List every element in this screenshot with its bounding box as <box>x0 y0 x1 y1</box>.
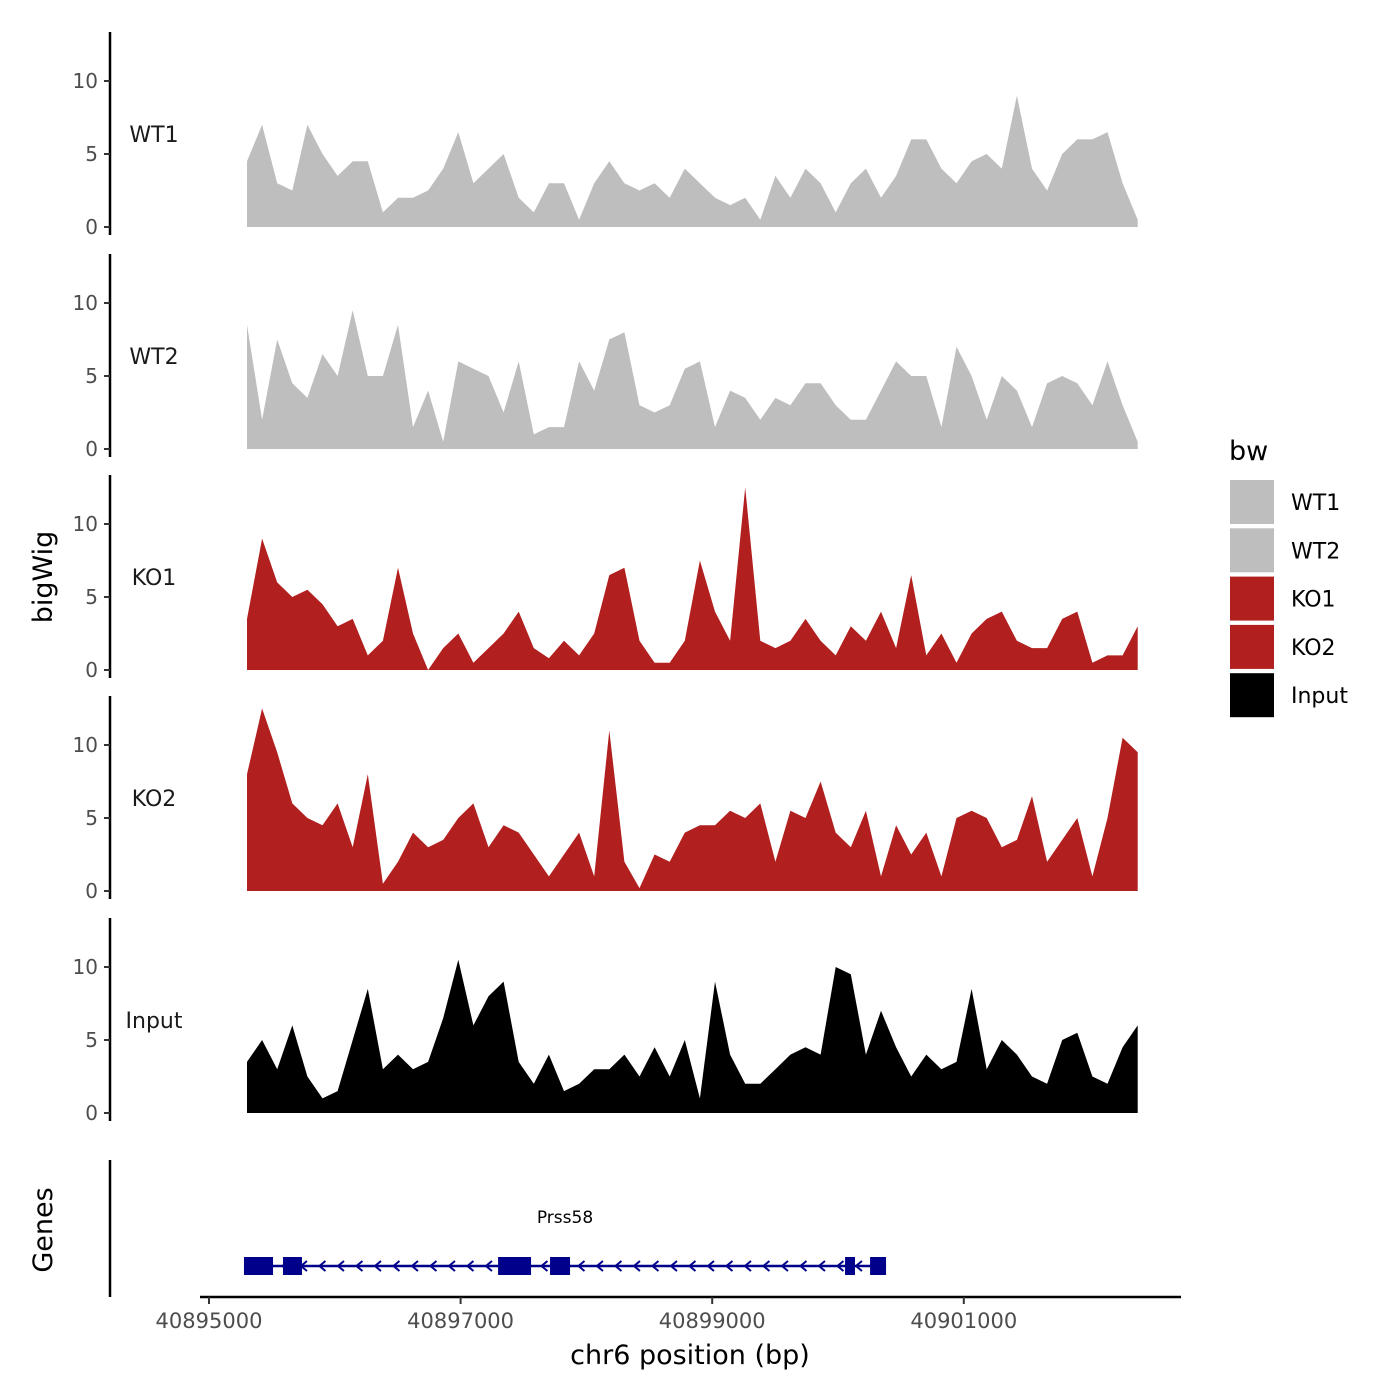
signal-area-input <box>247 959 1138 1113</box>
legend-label: WT1 <box>1291 491 1340 516</box>
x-axis-title: chr6 position (bp) <box>570 1340 810 1371</box>
y-tick-label: 5 <box>85 142 98 166</box>
legend: bw WT1 WT2 KO1 KO2 Input <box>1229 436 1348 718</box>
y-tick-label: 0 <box>85 879 98 903</box>
y-tick-label: 5 <box>85 806 98 830</box>
legend-label: WT2 <box>1291 539 1340 564</box>
y-tick-label: 10 <box>73 512 98 536</box>
y-tick-label: 5 <box>85 1028 98 1052</box>
strand-arrow-icon <box>669 1260 678 1272</box>
exon <box>845 1257 855 1275</box>
legend-swatch-ko2 <box>1230 624 1274 669</box>
strand-arrow-icon <box>336 1260 345 1272</box>
x-axis: 40895000 40897000 40899000 40901000 <box>156 1295 1181 1333</box>
track-label: WT1 <box>129 123 178 148</box>
track-panel-wt2: 0 5 10 WT2 <box>73 254 1138 461</box>
strand-arrow-icon <box>410 1260 419 1272</box>
y-tick-label: 10 <box>73 291 98 315</box>
strand-arrow-icon <box>687 1260 697 1272</box>
legend-label: Input <box>1291 684 1348 709</box>
legend-swatch-ko1 <box>1230 576 1274 621</box>
signal-area-ko1 <box>247 487 1138 670</box>
legend-label: KO1 <box>1291 588 1336 613</box>
track-label: KO2 <box>132 787 177 812</box>
track-label: WT2 <box>129 345 178 370</box>
strand-arrow-icon <box>780 1260 789 1272</box>
y-tick-label: 10 <box>73 69 98 93</box>
strand-arrow-icon <box>632 1260 641 1272</box>
strand-arrow-icon <box>613 1260 623 1272</box>
exon <box>243 1257 274 1275</box>
strand-arrow-icon <box>373 1260 382 1272</box>
genes-axis-title: Genes <box>28 1187 59 1272</box>
signal-area-wt2 <box>247 310 1138 449</box>
legend-title: bw <box>1229 436 1268 467</box>
track-panel-input: 0 5 10 Input <box>73 918 1138 1125</box>
track-panel-ko1: 0 5 10 KO1 <box>73 475 1138 682</box>
gene-model: Prss58 <box>243 1208 887 1275</box>
strand-arrow-icon <box>317 1260 327 1272</box>
track-label: KO1 <box>132 566 177 591</box>
track-panel-ko2: 0 5 10 KO2 <box>73 696 1138 903</box>
legend-swatch-wt1 <box>1230 480 1274 524</box>
y-tick-label: 0 <box>85 1101 98 1125</box>
y-axis-title: bigWig <box>28 531 59 624</box>
track-label: Input <box>126 1009 183 1034</box>
strand-arrow-icon <box>761 1260 771 1272</box>
y-tick-label: 10 <box>73 955 98 979</box>
y-tick-label: 10 <box>73 733 98 757</box>
strand-arrow-icon <box>650 1260 660 1272</box>
x-tick-label: 40899000 <box>659 1309 766 1333</box>
strand-arrow-icon <box>447 1260 456 1272</box>
track-panel-wt1: 0 5 10 WT1 <box>73 32 1138 239</box>
strand-arrow-icon <box>706 1260 715 1272</box>
exon <box>550 1257 571 1275</box>
legend-swatch-wt2 <box>1230 528 1274 573</box>
strand-arrow-icon <box>391 1260 401 1272</box>
legend-label: KO2 <box>1291 636 1336 661</box>
strand-arrow-icon <box>428 1260 438 1272</box>
strand-arrow-icon <box>835 1260 845 1272</box>
genes-panel: Prss58 <box>108 1160 887 1297</box>
strand-arrow-icon <box>539 1260 549 1272</box>
x-tick-label: 40897000 <box>407 1309 514 1333</box>
strand-arrow-icon <box>854 1260 863 1272</box>
signal-area-ko2 <box>247 708 1138 891</box>
gene-label: Prss58 <box>537 1208 593 1228</box>
strand-arrow-icon <box>724 1260 734 1272</box>
strand-arrow-icon <box>465 1260 475 1272</box>
y-tick-label: 0 <box>85 215 98 239</box>
signal-area-wt1 <box>247 95 1138 227</box>
strand-arrow-icon <box>576 1260 586 1272</box>
x-tick-label: 40895000 <box>156 1309 263 1333</box>
exon <box>870 1257 887 1275</box>
y-tick-label: 0 <box>85 658 98 682</box>
strand-arrow-icon <box>595 1260 604 1272</box>
strand-arrow-icon <box>743 1260 752 1272</box>
legend-swatch-input <box>1230 673 1274 718</box>
strand-arrow-icon <box>798 1260 808 1272</box>
strand-arrow-icon <box>484 1260 493 1272</box>
y-tick-label: 5 <box>85 585 98 609</box>
exon <box>498 1257 532 1275</box>
y-tick-label: 0 <box>85 437 98 461</box>
exon <box>282 1257 302 1275</box>
y-tick-label: 5 <box>85 364 98 388</box>
strand-arrow-icon <box>817 1260 826 1272</box>
strand-arrow-icon <box>354 1260 364 1272</box>
x-tick-label: 40901000 <box>910 1309 1017 1333</box>
